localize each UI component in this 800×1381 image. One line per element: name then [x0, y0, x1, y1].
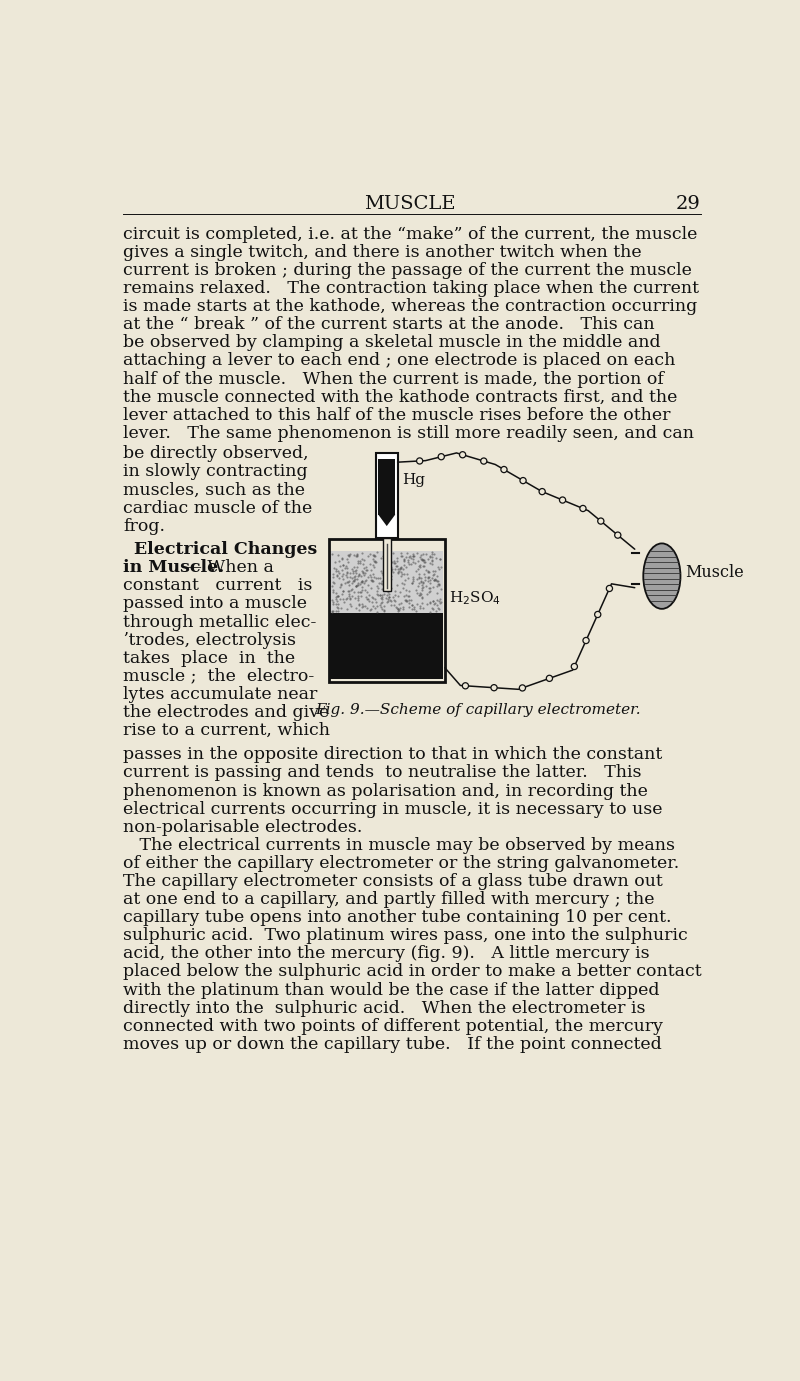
Text: at the “ break ” of the current starts at the anode.   This can: at the “ break ” of the current starts a… [123, 316, 655, 333]
Text: cardiac muscle of the: cardiac muscle of the [123, 500, 313, 516]
Circle shape [580, 505, 586, 511]
Text: passed into a muscle: passed into a muscle [123, 595, 307, 612]
Text: is made starts at the kathode, whereas the contraction occurring: is made starts at the kathode, whereas t… [123, 298, 698, 315]
Text: Hg: Hg [336, 630, 359, 644]
Text: phenomenon is known as polarisation and, in recording the: phenomenon is known as polarisation and,… [123, 783, 648, 800]
Circle shape [539, 489, 546, 494]
Text: the electrodes and give: the electrodes and give [123, 704, 330, 721]
Bar [378, 458, 395, 515]
Text: through metallic elec-: through metallic elec- [123, 613, 317, 631]
Text: MUSCLE: MUSCLE [364, 195, 456, 213]
Circle shape [519, 685, 526, 690]
Circle shape [438, 453, 444, 460]
Text: be directly observed,: be directly observed, [123, 445, 309, 463]
Circle shape [546, 675, 553, 681]
Text: acid, the other into the mercury (fig. 9).   A little mercury is: acid, the other into the mercury (fig. 9… [123, 946, 650, 963]
Text: passes in the opposite direction to that in which the constant: passes in the opposite direction to that… [123, 746, 662, 764]
Text: with the platinum than would be the case if the latter dipped: with the platinum than would be the case… [123, 982, 660, 998]
Text: electrical currents occurring in muscle, it is necessary to use: electrical currents occurring in muscle,… [123, 801, 662, 818]
Text: The capillary electrometer consists of a glass tube drawn out: The capillary electrometer consists of a… [123, 873, 663, 889]
Bar [330, 551, 443, 613]
Text: — When a: — When a [179, 559, 274, 576]
Text: Muscle: Muscle [685, 563, 744, 581]
Text: in Muscle.: in Muscle. [123, 559, 225, 576]
Text: lytes accumulate near: lytes accumulate near [123, 686, 318, 703]
Circle shape [606, 586, 613, 591]
Text: H$_2$SO$_4$: H$_2$SO$_4$ [449, 590, 501, 606]
Text: muscles, such as the: muscles, such as the [123, 482, 306, 499]
Text: rise to a current, which: rise to a current, which [123, 722, 330, 739]
Bar [330, 613, 443, 679]
Text: 29: 29 [676, 195, 701, 213]
Circle shape [501, 467, 507, 472]
Text: in slowly contracting: in slowly contracting [123, 463, 308, 481]
Text: directly into the  sulphuric acid.   When the electrometer is: directly into the sulphuric acid. When t… [123, 1000, 646, 1016]
Text: remains relaxed.   The contraction taking place when the current: remains relaxed. The contraction taking … [123, 280, 699, 297]
Circle shape [491, 685, 497, 690]
Bar [376, 453, 398, 537]
Circle shape [594, 612, 601, 617]
Text: sulphuric acid.  Two platinum wires pass, one into the sulphuric: sulphuric acid. Two platinum wires pass,… [123, 927, 688, 945]
Text: constant   current   is: constant current is [123, 577, 313, 594]
Text: connected with two points of different potential, the mercury: connected with two points of different p… [123, 1018, 663, 1034]
Text: The electrical currents in muscle may be observed by means: The electrical currents in muscle may be… [123, 837, 675, 853]
Text: half of the muscle.   When the current is made, the portion of: half of the muscle. When the current is … [123, 370, 664, 388]
Text: at one end to a capillary, and partly filled with mercury ; the: at one end to a capillary, and partly fi… [123, 891, 654, 909]
Text: of either the capillary electrometer or the string galvanometer.: of either the capillary electrometer or … [123, 855, 679, 871]
Circle shape [459, 452, 466, 458]
Circle shape [559, 497, 566, 503]
Circle shape [417, 458, 422, 464]
Polygon shape [378, 515, 395, 526]
Circle shape [462, 682, 469, 689]
Text: non-polarisable electrodes.: non-polarisable electrodes. [123, 819, 362, 836]
Circle shape [614, 532, 621, 539]
Circle shape [481, 458, 487, 464]
Text: frog.: frog. [123, 518, 166, 534]
Text: attaching a lever to each end ; one electrode is placed on each: attaching a lever to each end ; one elec… [123, 352, 676, 370]
Text: placed below the sulphuric acid in order to make a better contact: placed below the sulphuric acid in order… [123, 964, 702, 981]
Text: muscle ;  the  electro-: muscle ; the electro- [123, 668, 314, 685]
Ellipse shape [643, 543, 681, 609]
Text: current is broken ; during the passage of the current the muscle: current is broken ; during the passage o… [123, 262, 692, 279]
Text: ʼtrodes, electrolysis: ʼtrodes, electrolysis [123, 631, 296, 649]
Text: takes  place  in  the: takes place in the [123, 649, 295, 667]
Bar [329, 539, 445, 682]
Text: lever.   The same phenomenon is still more readily seen, and can: lever. The same phenomenon is still more… [123, 425, 694, 442]
Text: current is passing and tends  to neutralise the latter.   This: current is passing and tends to neutrali… [123, 765, 642, 782]
Text: be observed by clamping a skeletal muscle in the middle and: be observed by clamping a skeletal muscl… [123, 334, 661, 351]
Circle shape [520, 478, 526, 483]
Circle shape [583, 638, 589, 644]
Text: Electrical Changes: Electrical Changes [134, 541, 318, 558]
Text: Hg: Hg [402, 472, 426, 487]
Text: the muscle connected with the kathode contracts first, and the: the muscle connected with the kathode co… [123, 388, 678, 406]
Bar [383, 537, 391, 591]
Text: moves up or down the capillary tube.   If the point connected: moves up or down the capillary tube. If … [123, 1036, 662, 1052]
Circle shape [571, 663, 578, 670]
Text: capillary tube opens into another tube containing 10 per cent.: capillary tube opens into another tube c… [123, 909, 672, 927]
Text: circuit is completed, i.e. at the “make” of the current, the muscle: circuit is completed, i.e. at the “make”… [123, 225, 698, 243]
Circle shape [598, 518, 604, 525]
Text: lever attached to this half of the muscle rises before the other: lever attached to this half of the muscl… [123, 407, 670, 424]
Text: gives a single twitch, and there is another twitch when the: gives a single twitch, and there is anot… [123, 244, 642, 261]
Text: Fig. 9.—Scheme of capillary electrometer.: Fig. 9.—Scheme of capillary electrometer… [315, 703, 641, 717]
